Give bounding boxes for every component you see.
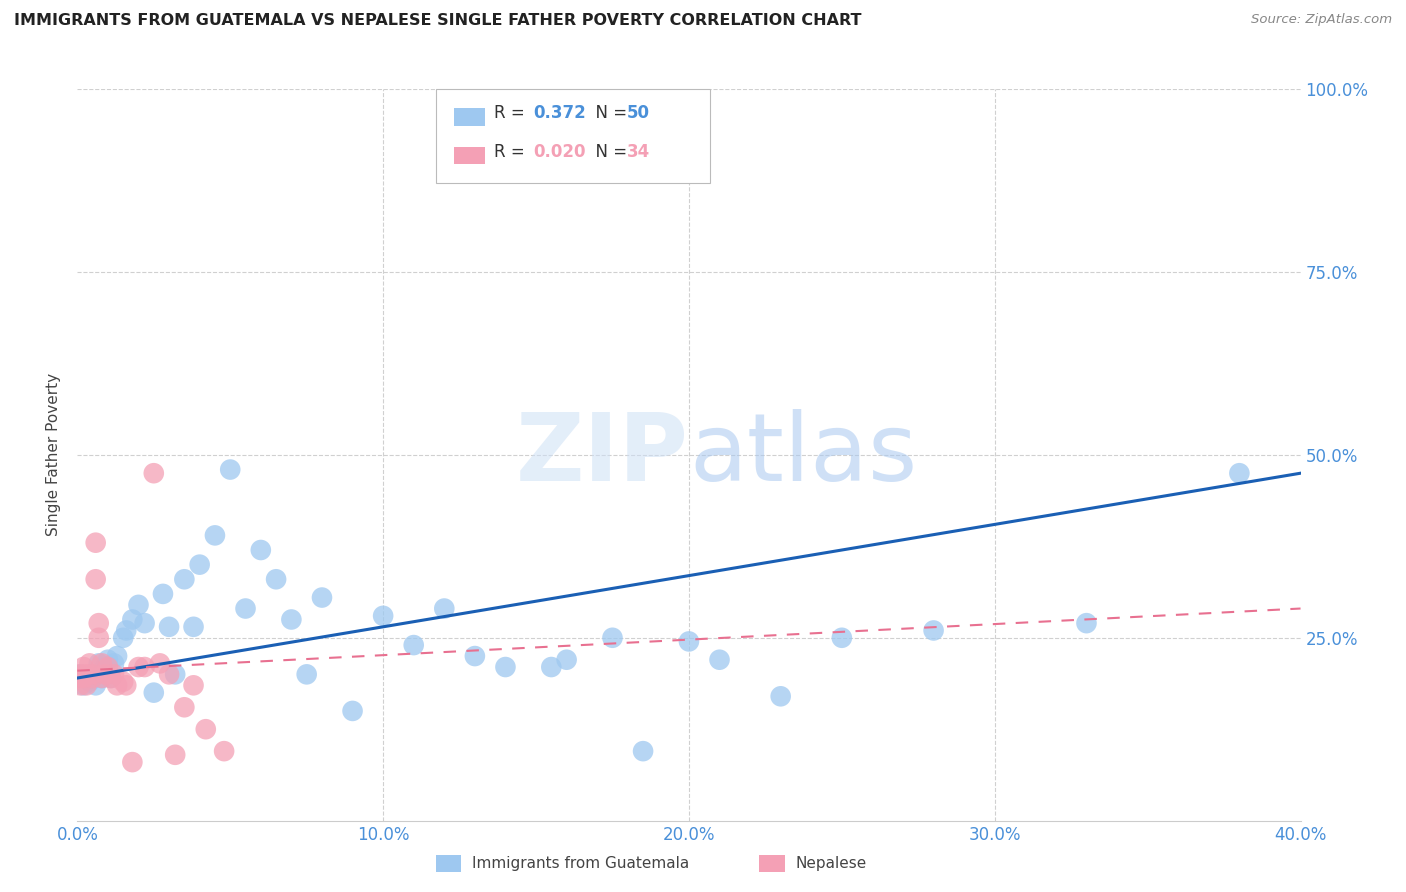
Point (121, 755, 143, 769)
Point (69, 667, 91, 681)
Point (157, 620, 180, 634)
Text: R =: R = (494, 104, 530, 122)
Point (103, 657, 125, 671)
Point (90, 671, 112, 685)
Point (87, 616, 110, 631)
Point (72, 678, 94, 692)
Point (183, 620, 205, 634)
Point (165, 667, 187, 681)
Y-axis label: Single Father Poverty: Single Father Poverty (46, 374, 62, 536)
Point (433, 601, 456, 615)
Point (84, 678, 107, 692)
Text: N =: N = (585, 143, 633, 161)
Point (371, 608, 394, 623)
Text: Source: ZipAtlas.com: Source: ZipAtlas.com (1251, 13, 1392, 27)
Point (173, 700, 195, 714)
Point (204, 528, 226, 542)
Point (76, 667, 98, 681)
Point (188, 558, 211, 572)
Point (100, 671, 122, 685)
Point (922, 624, 945, 638)
Point (84, 572, 107, 586)
Point (219, 462, 242, 476)
Point (115, 678, 138, 692)
Point (100, 671, 122, 685)
Point (105, 649, 128, 664)
Text: N =: N = (585, 104, 633, 122)
Point (264, 572, 287, 586)
Text: 0.020: 0.020 (533, 143, 585, 161)
Point (76, 671, 98, 685)
Point (149, 657, 172, 671)
Point (631, 744, 654, 758)
Point (311, 591, 333, 605)
Point (112, 631, 135, 645)
Point (103, 667, 125, 681)
Point (295, 667, 318, 681)
Point (90, 657, 112, 671)
Point (128, 660, 150, 674)
Point (1076, 616, 1098, 631)
Point (194, 723, 217, 737)
Point (90, 671, 112, 685)
Point (602, 631, 624, 645)
Point (142, 466, 165, 480)
Point (183, 678, 205, 692)
Point (250, 543, 273, 558)
Point (831, 631, 853, 645)
Point (235, 601, 257, 615)
Point (69, 678, 91, 692)
Point (72, 660, 94, 674)
Point (134, 616, 156, 631)
Point (97, 653, 120, 667)
Point (87, 657, 110, 671)
Point (115, 624, 138, 638)
Point (134, 660, 156, 674)
Text: 0.372: 0.372 (533, 104, 586, 122)
Text: Immigrants from Guatemala: Immigrants from Guatemala (472, 856, 690, 871)
Point (128, 598, 150, 612)
Text: Nepalese: Nepalese (796, 856, 868, 871)
Point (342, 704, 364, 718)
Point (82, 667, 104, 681)
Point (72, 671, 94, 685)
Text: ZIP: ZIP (516, 409, 689, 501)
Point (94, 660, 117, 674)
Point (464, 649, 486, 664)
Point (402, 638, 425, 652)
Point (540, 660, 562, 674)
Point (212, 744, 235, 758)
Point (82, 671, 104, 685)
Text: IMMIGRANTS FROM GUATEMALA VS NEPALESE SINGLE FATHER POVERTY CORRELATION CHART: IMMIGRANTS FROM GUATEMALA VS NEPALESE SI… (14, 13, 862, 29)
Point (121, 613, 143, 627)
Point (678, 634, 700, 648)
Point (87, 631, 110, 645)
Point (97, 660, 120, 674)
Point (105, 678, 128, 692)
Point (1229, 466, 1251, 480)
Point (94, 667, 117, 681)
Point (555, 653, 578, 667)
Point (82, 667, 104, 681)
Point (79, 657, 101, 671)
Point (495, 660, 517, 674)
Text: 34: 34 (627, 143, 651, 161)
Point (142, 686, 165, 700)
Point (84, 535, 107, 549)
Point (152, 587, 174, 601)
Point (769, 690, 792, 704)
Point (173, 572, 195, 586)
Text: atlas: atlas (689, 409, 917, 501)
Point (69, 667, 91, 681)
Point (165, 747, 187, 762)
Point (79, 674, 101, 689)
Point (69, 671, 91, 685)
Text: 50: 50 (627, 104, 650, 122)
Point (112, 674, 135, 689)
Point (157, 667, 180, 681)
Text: R =: R = (494, 143, 530, 161)
Point (709, 653, 731, 667)
Point (76, 678, 98, 692)
Point (280, 613, 302, 627)
